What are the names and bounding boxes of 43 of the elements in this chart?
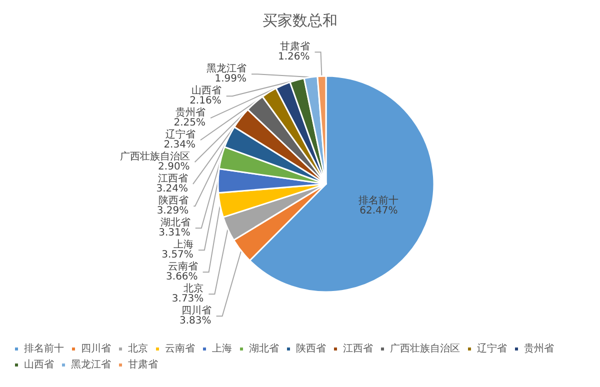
data-label: 2.90% <box>158 162 190 173</box>
slice-label: 陕西省 <box>158 194 189 207</box>
slice-label: 上海 <box>173 238 194 251</box>
slice-label: 排名前十 <box>358 194 399 206</box>
slice-label: 山西省 <box>191 84 222 97</box>
data-label: 1.99% <box>214 74 247 85</box>
data-label: 2.25% <box>174 118 206 129</box>
slice-label: 广西壮族自治区 <box>120 150 190 163</box>
data-label: 2.34% <box>164 140 196 151</box>
data-label: 3.29% <box>156 206 189 217</box>
data-label: 3.73% <box>172 294 204 305</box>
data-label: 3.83% <box>180 316 212 327</box>
legend-label: 黑龙江省 <box>71 358 111 370</box>
slice-label: 湖北省 <box>160 216 190 229</box>
legend-label: 排名前十 <box>24 342 64 354</box>
slice-label: 黑龙江省 <box>206 62 247 75</box>
legend-label: 江西省 <box>343 342 373 354</box>
data-label: 3.31% <box>158 228 190 239</box>
legend-label: 四川省 <box>81 342 111 354</box>
data-label: 3.66% <box>166 272 198 283</box>
slice-label: 四川省 <box>181 304 212 317</box>
data-label: 1.26% <box>278 52 310 63</box>
slice-label: 甘肃省 <box>280 40 310 53</box>
data-label: 3.57% <box>162 250 194 261</box>
data-label: 2.16% <box>190 96 222 107</box>
slice-label: 江西省 <box>158 172 188 185</box>
slice-label: 辽宁省 <box>165 128 196 141</box>
slice-label: 贵州省 <box>176 106 206 119</box>
legend-label: 湖北省 <box>249 342 279 354</box>
legend-label: 贵州省 <box>524 342 554 354</box>
legend-label: 甘肃省 <box>128 358 158 370</box>
legend-label: 陕西省 <box>296 342 326 354</box>
legend-label: 山西省 <box>24 358 54 370</box>
legend-label: 北京 <box>128 342 148 354</box>
slice-label: 北京 <box>184 282 204 295</box>
legend-label: 辽宁省 <box>477 342 507 354</box>
legend-label: 上海 <box>212 342 232 354</box>
chart-title: 买家数总和 <box>262 12 338 30</box>
slice-label: 云南省 <box>168 260 198 273</box>
legend-label: 云南省 <box>165 342 195 354</box>
data-label: 3.24% <box>156 184 188 195</box>
data-label: 62.47% <box>360 205 398 216</box>
legend-label: 广西壮族自治区 <box>390 342 460 354</box>
